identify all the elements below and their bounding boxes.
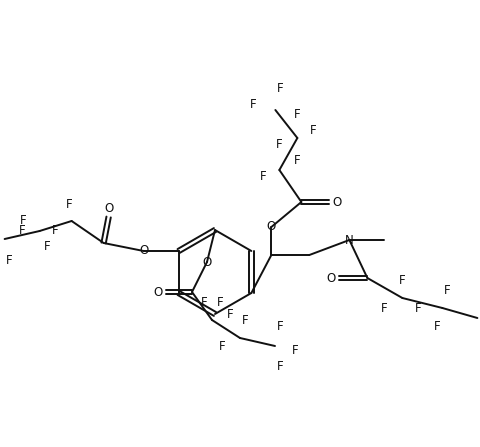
Text: F: F bbox=[52, 224, 59, 237]
Text: F: F bbox=[44, 240, 51, 253]
Text: O: O bbox=[203, 256, 212, 269]
Text: F: F bbox=[227, 308, 233, 321]
Text: F: F bbox=[294, 109, 300, 122]
Text: F: F bbox=[66, 198, 73, 211]
Text: F: F bbox=[260, 169, 267, 182]
Text: O: O bbox=[104, 202, 113, 215]
Text: F: F bbox=[479, 333, 480, 346]
Text: O: O bbox=[267, 220, 276, 233]
Text: F: F bbox=[242, 313, 248, 326]
Text: F: F bbox=[292, 345, 298, 358]
Text: F: F bbox=[201, 295, 207, 308]
Text: F: F bbox=[399, 274, 406, 287]
Text: O: O bbox=[139, 245, 148, 257]
Text: F: F bbox=[276, 138, 283, 151]
Text: O: O bbox=[333, 195, 342, 208]
Text: F: F bbox=[434, 320, 441, 333]
Text: N: N bbox=[345, 233, 354, 246]
Text: F: F bbox=[415, 301, 422, 315]
Text: F: F bbox=[6, 254, 13, 267]
Text: F: F bbox=[219, 340, 225, 353]
Text: O: O bbox=[154, 286, 163, 299]
Text: F: F bbox=[20, 215, 27, 228]
Text: O: O bbox=[327, 271, 336, 284]
Text: F: F bbox=[381, 301, 388, 315]
Text: F: F bbox=[479, 291, 480, 304]
Text: F: F bbox=[276, 359, 283, 372]
Text: F: F bbox=[277, 81, 284, 94]
Text: F: F bbox=[19, 224, 26, 237]
Text: F: F bbox=[216, 295, 223, 308]
Text: F: F bbox=[310, 123, 317, 136]
Text: F: F bbox=[294, 153, 300, 166]
Text: F: F bbox=[276, 320, 283, 333]
Text: F: F bbox=[250, 98, 257, 111]
Text: F: F bbox=[444, 283, 451, 296]
